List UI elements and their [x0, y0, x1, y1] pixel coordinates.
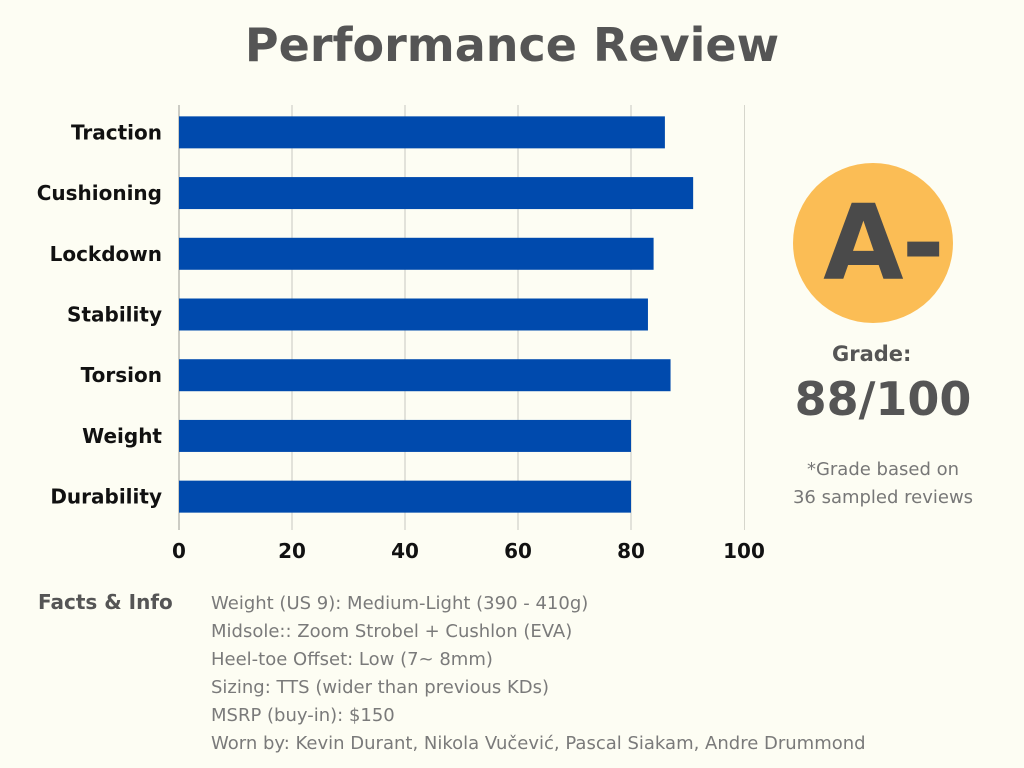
category-label: Lockdown — [50, 242, 162, 266]
category-label: Torsion — [81, 363, 162, 387]
grade-label: Grade: — [832, 342, 912, 366]
fact-item: Worn by: Kevin Durant, Nikola Vučević, P… — [211, 733, 866, 754]
category-label: Durability — [50, 485, 162, 509]
bar-weight — [179, 419, 631, 452]
x-tick-label: 0 — [172, 539, 186, 563]
bar-traction — [179, 116, 665, 149]
fact-item: Weight (US 9): Medium-Light (390 - 410g) — [211, 593, 589, 614]
fact-item: MSRP (buy-in): $150 — [211, 705, 395, 726]
category-label: Cushioning — [37, 181, 162, 205]
facts-list: Weight (US 9): Medium-Light (390 - 410g)… — [211, 590, 866, 758]
grade-note-line-1: *Grade based on — [806, 459, 960, 480]
category-label: Traction — [71, 120, 162, 144]
bar-stability — [179, 298, 648, 331]
category-label: Stability — [67, 303, 162, 327]
x-tick-label: 60 — [504, 539, 532, 563]
grade-letter: A- — [823, 182, 945, 304]
fact-item: Sizing: TTS (wider than previous KDs) — [211, 677, 550, 698]
grade-note-line-2: 36 sampled reviews — [792, 487, 974, 508]
fact-item: Heel-toe Offset: Low (7~ 8mm) — [211, 649, 493, 670]
bar-lockdown — [179, 237, 654, 270]
fact-item: Midsole:: Zoom Strobel + Cushlon (EVA) — [211, 621, 573, 642]
bar-durability — [179, 480, 631, 513]
grade-note: *Grade based on 36 sampled reviews — [773, 456, 993, 512]
page-title: Performance Review — [244, 18, 780, 72]
x-tick-label: 80 — [617, 539, 645, 563]
x-tick-label: 20 — [278, 539, 306, 563]
section-divider — [744, 105, 745, 530]
bar-cushioning — [179, 177, 694, 210]
category-label: Weight — [82, 424, 162, 448]
grade-score: 88/100 — [794, 372, 972, 426]
facts-title: Facts & Info — [38, 590, 173, 614]
x-tick-label: 40 — [391, 539, 419, 563]
bar-torsion — [179, 359, 671, 392]
grade-badge: A- — [793, 163, 953, 323]
x-tick-label: 100 — [723, 539, 765, 563]
